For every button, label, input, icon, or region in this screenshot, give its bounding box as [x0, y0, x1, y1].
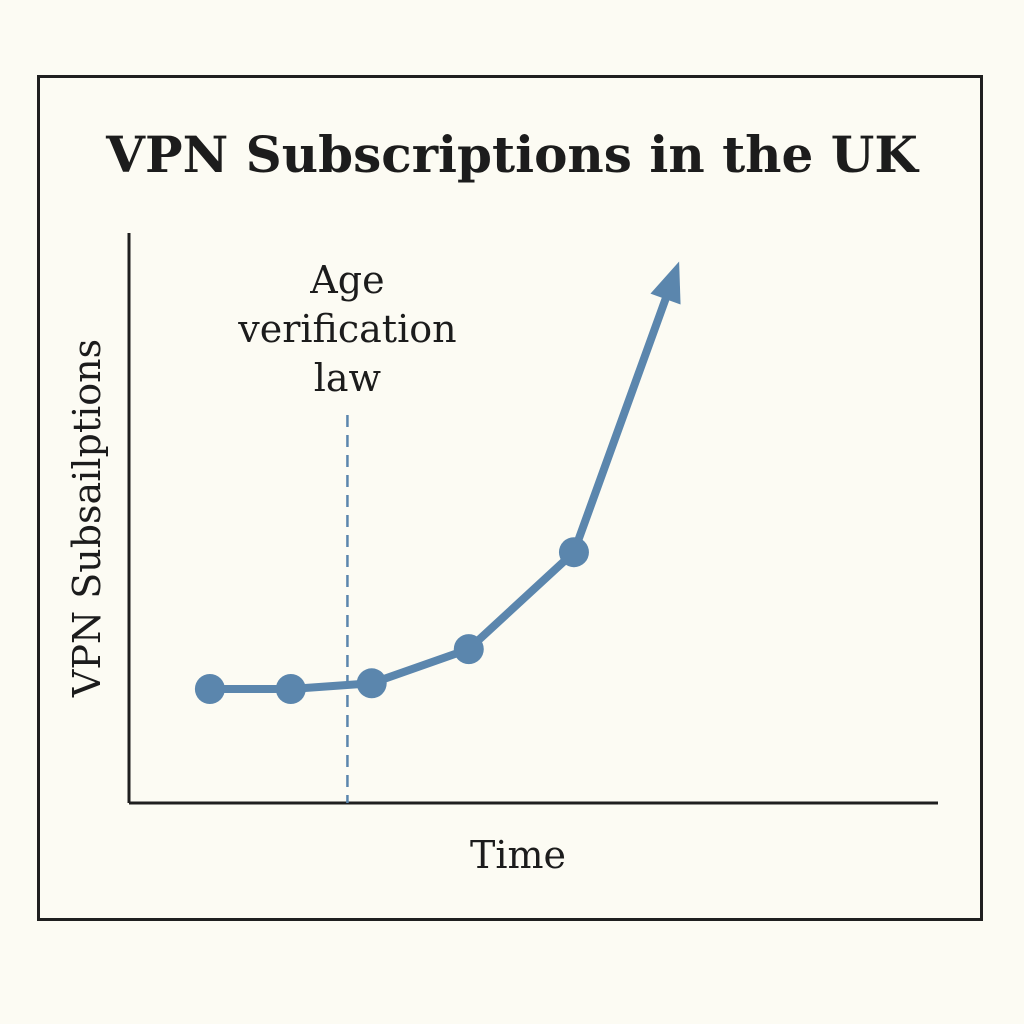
annotation-label: Age verification law [237, 258, 456, 400]
annotation-label-line: Age [309, 258, 384, 302]
series-line [205, 548, 578, 693]
y-axis-label: VPN Subsailptions [65, 339, 109, 698]
annotation-label-line: verification [237, 307, 456, 351]
data-point [275, 674, 306, 704]
series-arrow-shaft [569, 291, 671, 557]
series-layer [194, 261, 681, 704]
annotation-label-line: law [314, 356, 382, 400]
data-point [558, 537, 589, 568]
x-axis-label: Time [470, 833, 566, 877]
annotation-layer: Age verification law [237, 258, 457, 803]
chart-frame [37, 75, 983, 921]
chart-title: VPN Subscriptions in the UK [105, 125, 919, 184]
data-point [356, 668, 387, 699]
series-arrow-head [650, 261, 681, 305]
data-point [453, 634, 484, 665]
data-point [194, 674, 225, 704]
